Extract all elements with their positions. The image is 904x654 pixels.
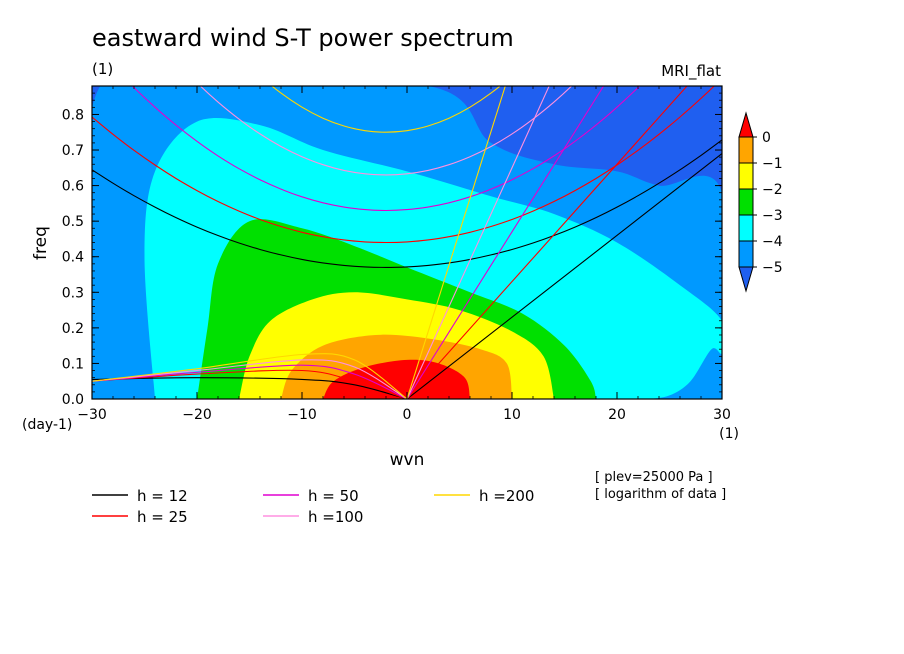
legend-label: h = 12 [137, 487, 188, 505]
colorbar-label: 0 [762, 130, 771, 146]
colorbar-label: −3 [762, 208, 783, 224]
legend-label: h = 50 [308, 487, 359, 505]
chart-subtitle-left: (1) [92, 60, 113, 78]
x-tick-label: 30 [713, 407, 731, 423]
y-tick-label: 0.0 [62, 392, 84, 408]
colorbar-label: −5 [762, 260, 783, 276]
legend-label: h =200 [479, 487, 534, 505]
kelvin-line-h25 [406, 86, 688, 399]
note-logarithm: [ logarithm of data ] [595, 487, 726, 502]
colorbar-segment-3 [738, 188, 754, 216]
chart-title: eastward wind S-T power spectrum [92, 24, 514, 52]
x-tick-label: 10 [503, 407, 521, 423]
legend: h = 12 h = 25 h = 50 h =100 h =200 [92, 487, 534, 526]
ig-curve-h12 [92, 139, 722, 268]
y-tick-label: 0.5 [62, 214, 84, 230]
note-plev: [ plev=25000 Pa ] [595, 470, 713, 485]
ig-curve-h200 [270, 86, 502, 133]
y-axis: 0.0 0.1 0.2 0.3 0.4 0.5 0.6 0.7 0.8 [62, 92, 722, 408]
mrg-curve-h25 [92, 369, 408, 399]
x-tick-label: −20 [182, 407, 212, 423]
y-tick-label: 0.8 [62, 107, 84, 123]
x-tick-label: −10 [287, 407, 317, 423]
y-tick-label: 0.3 [62, 285, 84, 301]
dispersion-curve-group [92, 86, 722, 399]
contour-fill-group [92, 86, 722, 399]
y-unit-label: (day-1) [22, 417, 72, 433]
y-tick-label: 0.4 [62, 250, 84, 266]
colorbar-label: −4 [762, 234, 783, 250]
x-unit-label: (1) [719, 426, 739, 442]
colorbar-segment-4 [738, 214, 754, 242]
chart-subtitle-right: MRI_flat [661, 62, 721, 81]
kelvin-line-h12 [406, 153, 722, 399]
colorbar-top-arrow [738, 111, 754, 138]
x-tick-label: 0 [403, 407, 412, 423]
y-tick-label: 0.2 [62, 321, 84, 337]
x-axis-label: wvn [390, 450, 425, 470]
kelvin-line-h200 [406, 86, 506, 399]
mrg-curve-h12 [92, 377, 408, 399]
ig-curve-h25 [92, 86, 716, 244]
y-tick-label: 0.1 [62, 356, 84, 372]
x-tick-label: −30 [77, 407, 107, 423]
colorbar-segment-1 [738, 136, 754, 164]
colorbar-label: −1 [762, 156, 783, 172]
kelvin-line-h100 [406, 86, 550, 399]
ig-curve-h100 [199, 86, 573, 176]
mrg-curve-h100 [92, 359, 408, 399]
mrg-curve-h200 [92, 353, 408, 399]
colorbar: 0 −1 −2 −3 −4 −5 [738, 111, 783, 293]
legend-label: h = 25 [137, 508, 188, 526]
colorbar-segment-5 [738, 240, 754, 268]
legend-label: h =100 [308, 508, 363, 526]
y-tick-label: 0.7 [62, 143, 84, 159]
mrg-curve-h50 [92, 364, 408, 399]
colorbar-segment-2 [738, 162, 754, 190]
y-tick-label: 0.6 [62, 179, 84, 195]
x-tick-label: 20 [608, 407, 626, 423]
y-axis-label: freq [31, 226, 51, 260]
ig-curve-h50 [131, 86, 641, 212]
colorbar-label: −2 [762, 182, 783, 198]
colorbar-bottom-arrow [738, 266, 754, 293]
x-axis: −30 −20 −10 0 10 20 30 [77, 86, 731, 423]
